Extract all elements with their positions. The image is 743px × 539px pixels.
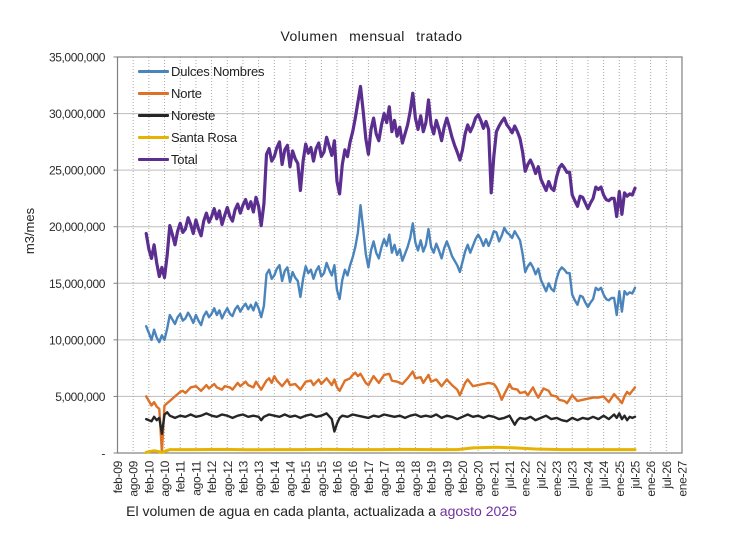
caption-text: El volumen de agua en cada planta, actua… [126, 503, 440, 519]
legend-item-total: Total [138, 148, 264, 170]
y-tick-label: 5,000,000 [55, 390, 106, 404]
legend-label: Norte [171, 85, 202, 101]
x-tick-label: ene-25 [613, 460, 627, 496]
series-line-noreste [144, 411, 637, 435]
legend-line-noreste [138, 113, 169, 117]
legend-label: Santa Rosa [171, 129, 237, 145]
series-line-santa-rosa [144, 445, 637, 454]
y-tick-label: 15,000,000 [49, 277, 106, 291]
caption: El volumen de agua en cada planta, actua… [0, 503, 643, 519]
y-tick-label: 25,000,000 [49, 164, 106, 178]
x-tick-label: ago-13 [252, 460, 266, 496]
series-line-dulces-nombres [144, 203, 637, 344]
x-tick-label: ago-17 [378, 460, 392, 496]
x-tick-label: ago-18 [409, 460, 423, 496]
x-tick-label: feb-09 [111, 460, 125, 493]
x-tick-label: jul-26 [660, 460, 674, 489]
x-tick-label: ago-09 [127, 460, 141, 496]
series-line-norte [144, 370, 637, 454]
x-tick-label: feb-13 [236, 460, 250, 493]
x-tick-label: jul-24 [597, 460, 611, 489]
x-tick-label: ago-14 [283, 460, 297, 496]
x-tick-label: feb-11 [174, 460, 188, 492]
legend-item-santa-rosa: Santa Rosa [138, 126, 264, 148]
x-tick-label: feb-18 [393, 460, 407, 493]
chart-title: Volumen mensual tratado [280, 28, 463, 44]
x-tick-label: ene-24 [581, 460, 595, 496]
x-tick-label: ene-27 [676, 460, 690, 496]
y-tick-label: 35,000,000 [49, 51, 106, 65]
x-tick-label: ago-20 [472, 460, 486, 496]
legend-label: Noreste [171, 107, 216, 123]
x-tick-label: feb-12 [205, 460, 219, 493]
legend-item-dulces-nombres: Dulces Nombres [138, 60, 264, 82]
x-tick-label: ene-23 [550, 460, 564, 496]
x-tick-label: ago-15 [315, 460, 329, 496]
x-tick-label: feb-14 [268, 460, 282, 493]
x-tick-label: jul-25 [628, 460, 642, 489]
x-tick-label: feb-20 [456, 460, 470, 493]
series-line-total [144, 84, 637, 280]
y-tick-label: - [101, 447, 105, 461]
legend-line-dulces-nombres [138, 69, 169, 73]
x-tick-label: jul-21 [503, 460, 517, 489]
x-tick-label: ago-10 [158, 460, 172, 496]
x-tick-label: ene-26 [644, 460, 658, 496]
y-tick-label: 30,000,000 [49, 107, 106, 121]
x-tick-label: feb-17 [362, 460, 376, 493]
caption-highlight: agosto 2025 [439, 503, 517, 519]
legend: Dulces Nombres Norte Noreste Santa Rosa … [138, 60, 264, 170]
x-tick-label: feb-19 [425, 460, 439, 493]
y-tick-label: 20,000,000 [49, 220, 106, 234]
x-tick-label: jul-22 [534, 460, 548, 489]
x-tick-label: ago-11 [189, 460, 203, 495]
x-tick-label: ago-16 [346, 460, 360, 496]
x-tick-label: feb-10 [142, 460, 156, 493]
legend-item-norte: Norte [138, 82, 264, 104]
x-tick-label: ago-12 [221, 460, 235, 496]
legend-item-noreste: Noreste [138, 104, 264, 126]
plot-border [116, 56, 683, 454]
x-tick-label: ago-19 [440, 460, 454, 496]
x-tick-label: feb-15 [299, 460, 313, 493]
x-tick-label: feb-16 [331, 460, 345, 493]
legend-label: Total [171, 151, 198, 167]
legend-line-santa-rosa [138, 135, 169, 139]
x-tick-label: ene-22 [519, 460, 533, 496]
legend-line-norte [138, 91, 169, 95]
x-tick-label: ene-21 [487, 460, 501, 496]
legend-label: Dulces Nombres [171, 63, 265, 79]
x-tick-label: jul-23 [566, 460, 580, 489]
legend-line-total [138, 157, 169, 161]
y-tick-label: 10,000,000 [49, 333, 106, 347]
